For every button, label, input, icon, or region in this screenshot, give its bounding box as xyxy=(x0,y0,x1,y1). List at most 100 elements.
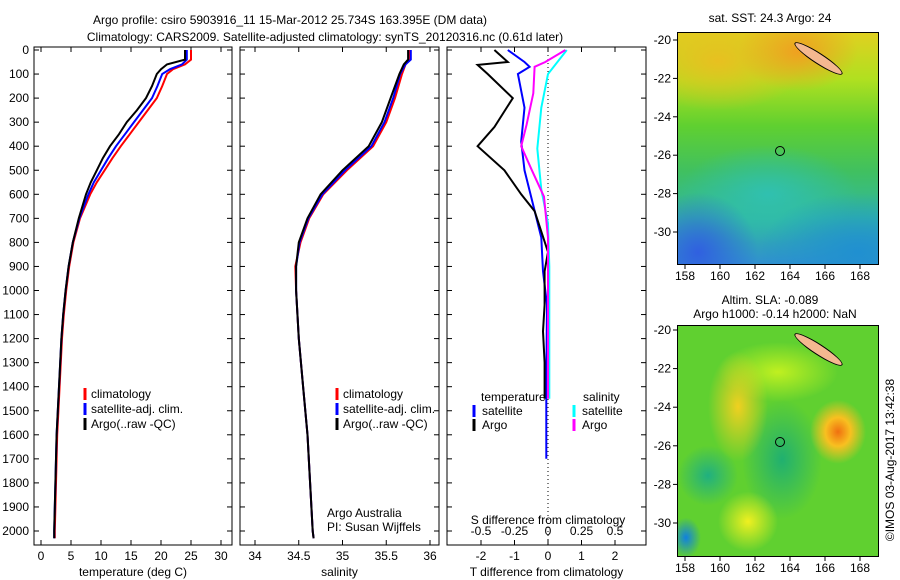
depth-tick-label: 2000 xyxy=(2,524,29,538)
series-line-s-argo xyxy=(520,49,566,399)
map-lat-label: -28 xyxy=(654,477,672,491)
plot-frame-temperature-profile xyxy=(33,46,233,546)
x-tick-label: 5 xyxy=(68,549,75,563)
s-tick-label: -0.5 xyxy=(471,524,492,538)
x-tick-label: 2 xyxy=(612,549,619,563)
depth-tick-label: 1600 xyxy=(2,428,29,442)
x-tick-label: 30 xyxy=(214,549,228,563)
title-line1: Argo profile: csiro 5903916_11 15-Mar-20… xyxy=(93,13,487,27)
x-tick-label: 34.5 xyxy=(287,549,311,563)
plot-frame-salinity-profile xyxy=(239,46,440,546)
depth-tick-label: 1700 xyxy=(2,452,29,466)
map-lat-label: -22 xyxy=(654,362,672,376)
map-lat-label: -30 xyxy=(654,225,672,239)
x-tick-label: 0 xyxy=(545,549,552,563)
x-tick-label: 10 xyxy=(94,549,108,563)
x-tick-label: 25 xyxy=(184,549,198,563)
credit-line1: Argo Australia xyxy=(327,506,402,520)
profile-location-marker xyxy=(775,146,786,157)
map-lon-label: 160 xyxy=(710,561,730,575)
series-line-s-satellite xyxy=(536,49,568,399)
x-tick-label: 35 xyxy=(336,549,350,563)
s-tick-label: 0.25 xyxy=(570,524,594,538)
legend-label: satellite xyxy=(482,404,523,418)
x-axis-label: salinity xyxy=(321,565,358,579)
map-lon-label: 158 xyxy=(675,561,695,575)
depth-tick-label: 100 xyxy=(9,67,29,81)
s-axis-label: S difference from climatology xyxy=(471,513,626,527)
depth-tick-label: 500 xyxy=(9,163,29,177)
profile-location-marker xyxy=(775,436,786,447)
sla-map-title-line1: Altim. SLA: -0.089 xyxy=(722,293,819,307)
x-tick-label: 1 xyxy=(578,549,585,563)
map-lon-label: 166 xyxy=(815,561,835,575)
depth-tick-label: 1800 xyxy=(2,476,29,490)
depth-tick-label: 900 xyxy=(9,259,29,273)
s-tick-label: 0 xyxy=(545,524,552,538)
depth-tick-label: 1500 xyxy=(2,404,29,418)
depth-tick-label: 700 xyxy=(9,211,29,225)
series-line-argo-raw-qc- xyxy=(53,50,186,539)
sst-map-title: sat. SST: 24.3 Argo: 24 xyxy=(709,11,832,25)
sla-map-title-line2: Argo h1000: -0.14 h2000: NaN xyxy=(693,307,856,321)
sla-map xyxy=(677,325,879,557)
x-axis-label: T difference from climatology xyxy=(470,565,624,579)
map-lon-label: 164 xyxy=(780,561,800,575)
series-line-satellite-adj-clim- xyxy=(53,50,188,539)
x-tick-label: 35.5 xyxy=(375,549,399,563)
series-line-climatology xyxy=(53,50,192,539)
map-lon-label: 158 xyxy=(675,269,695,283)
legend-label: satellite-adj. clim. xyxy=(343,402,435,416)
x-axis-label: temperature (deg C) xyxy=(79,565,187,579)
depth-tick-label: 1300 xyxy=(2,356,29,370)
map-lat-label: -20 xyxy=(654,323,672,337)
map-lon-label: 168 xyxy=(850,269,870,283)
legend-label: satellite-adj. clim. xyxy=(91,402,183,416)
map-lon-label: 166 xyxy=(815,269,835,283)
depth-tick-label: 1200 xyxy=(2,332,29,346)
depth-tick-label: 1900 xyxy=(2,500,29,514)
depth-tick-label: 400 xyxy=(9,139,29,153)
legend-title-temperature: temperature xyxy=(481,390,546,404)
legend-title-salinity: salinity xyxy=(583,390,620,404)
x-tick-label: -1 xyxy=(509,549,520,563)
depth-tick-label: 1000 xyxy=(2,284,29,298)
map-lon-label: 164 xyxy=(780,269,800,283)
map-lat-label: -22 xyxy=(654,71,672,85)
x-tick-label: 15 xyxy=(124,549,138,563)
legend-label: satellite xyxy=(582,404,623,418)
x-tick-label: 0 xyxy=(38,549,45,563)
map-lat-label: -28 xyxy=(654,187,672,201)
x-tick-label: 34 xyxy=(248,549,262,563)
map-lon-label: 162 xyxy=(745,269,765,283)
map-lat-label: -26 xyxy=(654,439,672,453)
x-tick-label: -2 xyxy=(476,549,487,563)
depth-tick-label: 800 xyxy=(9,235,29,249)
map-lat-label: -26 xyxy=(654,148,672,162)
depth-tick-label: 1100 xyxy=(3,308,29,322)
legend-label: Argo(..raw -QC) xyxy=(343,417,428,431)
x-tick-label: 36 xyxy=(423,549,437,563)
map-lat-label: -24 xyxy=(654,110,672,124)
x-tick-label: 20 xyxy=(154,549,168,563)
credit-line2: PI: Susan Wijffels xyxy=(327,520,421,534)
depth-tick-label: 200 xyxy=(9,91,29,105)
depth-tick-label: 600 xyxy=(9,187,29,201)
map-lon-label: 162 xyxy=(745,561,765,575)
map-lat-label: -20 xyxy=(654,33,672,47)
legend-label: Argo xyxy=(482,418,508,432)
series-line-t-argo xyxy=(475,49,550,399)
series-line-satellite-adj-clim- xyxy=(295,50,412,539)
map-lat-label: -24 xyxy=(654,400,672,414)
series-line-argo-raw-qc- xyxy=(295,50,410,539)
depth-tick-label: 1400 xyxy=(2,380,29,394)
s-tick-label: -0.25 xyxy=(501,524,529,538)
map-lon-label: 160 xyxy=(710,269,730,283)
legend-label: Argo xyxy=(582,418,608,432)
legend-label: Argo(..raw -QC) xyxy=(91,417,176,431)
depth-tick-label: 300 xyxy=(9,115,29,129)
legend-label: climatology xyxy=(343,387,403,401)
sst-map xyxy=(677,32,879,265)
map-lon-label: 168 xyxy=(850,561,870,575)
